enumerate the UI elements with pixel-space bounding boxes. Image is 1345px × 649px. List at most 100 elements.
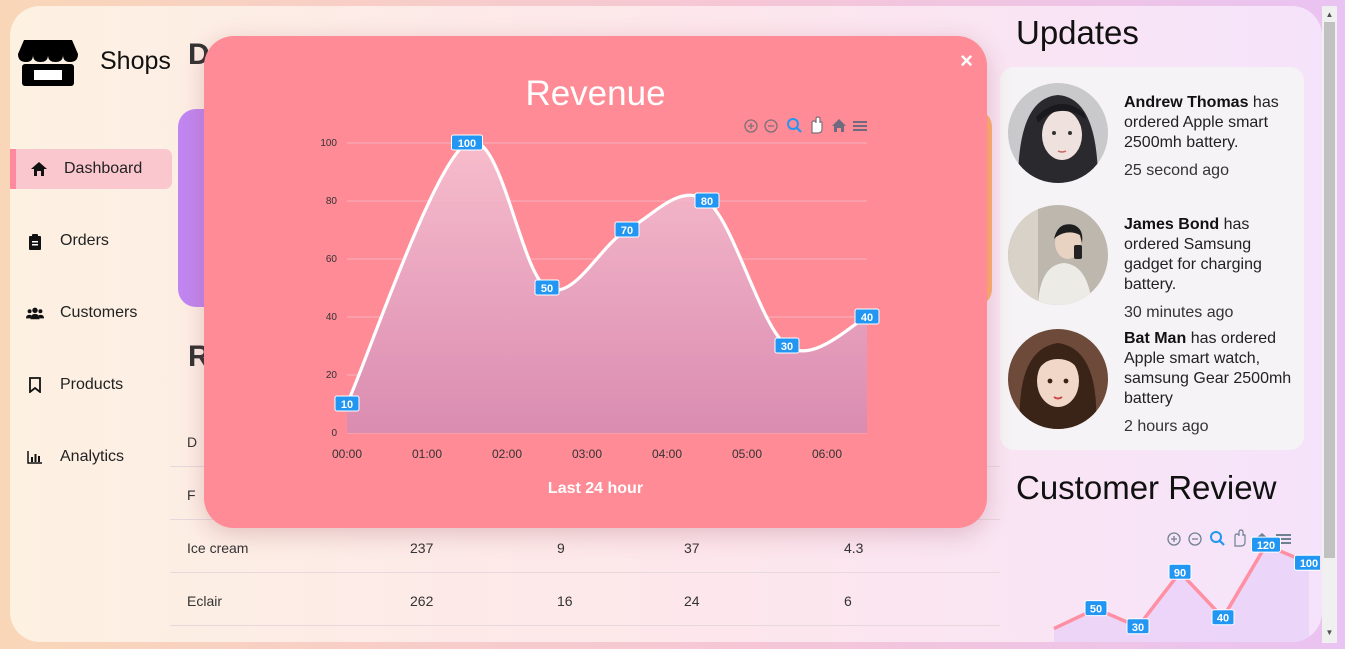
data-label-box <box>854 308 880 325</box>
avatar <box>1008 205 1108 305</box>
data-label: 70 <box>621 225 633 237</box>
table-cell: 37 <box>684 540 700 556</box>
y-tick-label: 60 <box>326 254 338 265</box>
chart-subtitle: Last 24 hour <box>547 480 644 497</box>
table-cell: 237 <box>410 540 434 556</box>
data-label-box <box>694 192 720 209</box>
pan-hand-icon[interactable] <box>1234 529 1246 547</box>
clipboard-icon <box>26 232 44 250</box>
updates-title: Updates <box>1016 14 1139 51</box>
x-tick-label: 04:00 <box>652 447 682 461</box>
review-label-box <box>1211 609 1235 626</box>
sidebar-item-customers[interactable]: Customers <box>10 293 172 333</box>
zoom-out-icon[interactable] <box>764 119 778 133</box>
review-label-box <box>1168 563 1192 580</box>
zoom-in-plus <box>1171 536 1177 542</box>
app-frame: Shops Dashboard Orders Customers Product… <box>10 6 1322 642</box>
table-cell: F <box>187 487 196 503</box>
table-cell: 24 <box>684 593 700 609</box>
sidebar-item-label: Dashboard <box>64 160 143 177</box>
update-text: Bat Man has ordered Apple smart watch, s… <box>1124 329 1300 437</box>
zoom-out-icon[interactable] <box>1188 532 1202 546</box>
y-tick-label: 80 <box>326 196 338 207</box>
search-zoom-handle <box>796 127 802 133</box>
app-name: Shops <box>100 46 171 75</box>
update-text: James Bond has ordered Samsung gadget fo… <box>1124 215 1300 323</box>
review-label: 100 <box>1300 558 1318 570</box>
customer-review-title: Customer Review <box>1016 469 1277 506</box>
table-cell: D <box>187 434 198 450</box>
update-time: 2 hours ago <box>1124 418 1209 435</box>
table-cell: 6 <box>844 593 852 609</box>
table-cell: 4.3 <box>844 540 864 556</box>
y-axis: 0 20 40 60 80 100 <box>320 138 337 439</box>
updates-card: Andrew Thomas has ordered Apple smart 25… <box>1000 67 1304 450</box>
data-label-box <box>334 395 360 412</box>
data-label: 50 <box>541 283 553 295</box>
review-area-fill <box>1054 545 1309 642</box>
scroll-up-icon[interactable]: ▲ <box>1325 10 1334 19</box>
review-label: 120 <box>1257 540 1275 552</box>
x-tick-label: 00:00 <box>332 447 362 461</box>
update-time: 30 minutes ago <box>1124 304 1234 321</box>
x-tick-label: 05:00 <box>732 447 762 461</box>
series-line <box>345 139 868 405</box>
home-icon[interactable] <box>832 119 846 132</box>
logo[interactable]: Shops <box>18 36 171 86</box>
y-tick-label: 100 <box>320 138 337 149</box>
sidebar-item-label: Products <box>60 376 124 393</box>
scrollbar[interactable]: ▲ ▼ <box>1322 6 1337 643</box>
search-zoom-icon[interactable] <box>787 118 799 130</box>
area-fill <box>347 141 867 434</box>
search-zoom-icon[interactable] <box>1210 531 1222 543</box>
table-row[interactable]: Eclair 262 16 24 6 <box>170 573 1000 626</box>
menu-icon[interactable] <box>853 121 867 131</box>
x-axis: 00:00 01:00 02:00 03:00 04:00 05:00 06:00 <box>332 447 842 461</box>
x-tick-label: 02:00 <box>492 447 522 461</box>
review-label: 40 <box>1217 613 1229 625</box>
y-tick-label: 0 <box>331 428 337 439</box>
pan-hand-icon[interactable] <box>811 116 823 134</box>
update-message: has ordered Samsung gadget for charging … <box>1124 216 1262 293</box>
shop-icon <box>18 40 78 86</box>
data-label: 10 <box>341 399 353 411</box>
close-icon[interactable]: × <box>960 48 973 73</box>
x-tick-label: 03:00 <box>572 447 602 461</box>
table-cell: Eclair <box>187 593 223 609</box>
data-label-box <box>774 337 800 354</box>
table-cell: 262 <box>410 593 434 609</box>
x-tick-label: 01:00 <box>412 447 442 461</box>
scroll-thumb[interactable] <box>1324 22 1335 558</box>
y-tick-label: 40 <box>326 312 338 323</box>
sidebar-menu: Dashboard Orders Customers Products Anal… <box>10 149 172 509</box>
review-label-box <box>1084 600 1108 617</box>
customer-review-chart: 50 30 90 40 120 100 <box>1053 529 1320 642</box>
sidebar-item-dashboard[interactable]: Dashboard <box>10 149 172 189</box>
search-zoom-handle <box>1219 540 1225 546</box>
customer-name: James Bond <box>1124 216 1220 233</box>
update-message: has ordered Apple smart 2500mh battery. <box>1124 94 1279 151</box>
table-cell: 16 <box>557 593 573 609</box>
review-label-box <box>1294 554 1320 571</box>
sidebar-item-orders[interactable]: Orders <box>10 221 172 261</box>
table-row[interactable]: Ice cream 237 9 37 4.3 <box>170 520 1000 573</box>
bar-chart-icon <box>26 448 44 466</box>
avatar <box>1008 329 1108 429</box>
zoom-in-icon[interactable] <box>1167 532 1181 546</box>
data-label-box <box>534 279 560 296</box>
chart-toolbar <box>744 116 867 134</box>
avatar <box>1008 83 1108 183</box>
update-message: has ordered Apple smart watch, samsung G… <box>1124 330 1292 407</box>
data-label-box <box>451 134 483 151</box>
sidebar-item-analytics[interactable]: Analytics <box>10 437 172 477</box>
table-cell: 9 <box>557 540 565 556</box>
update-text: Andrew Thomas has ordered Apple smart 25… <box>1124 93 1300 181</box>
sidebar-item-label: Analytics <box>60 448 125 465</box>
zoom-in-icon[interactable] <box>744 119 758 133</box>
customer-name: Andrew Thomas <box>1124 94 1249 111</box>
scroll-down-icon[interactable]: ▼ <box>1325 628 1334 637</box>
update-time: 25 second ago <box>1124 162 1229 179</box>
zoom-in-plus <box>748 123 754 129</box>
sidebar-item-products[interactable]: Products <box>10 365 172 405</box>
data-label: 100 <box>458 138 476 150</box>
